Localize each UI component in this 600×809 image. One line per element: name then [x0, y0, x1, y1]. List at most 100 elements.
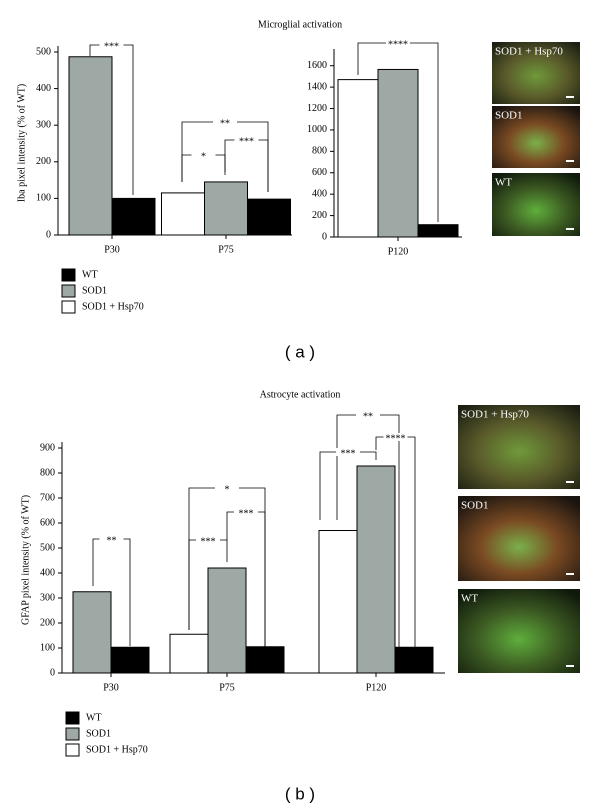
legend-swatch — [61, 284, 76, 298]
annotation-bg — [213, 118, 237, 126]
bar — [318, 530, 358, 674]
bar — [204, 181, 248, 236]
y-tick-label: 500 — [40, 542, 55, 553]
significance-label: ** — [220, 118, 230, 129]
significance-label: ** — [107, 535, 117, 546]
bar — [110, 646, 150, 674]
significance-label: *** — [239, 136, 254, 147]
x-tick-label: P120 — [388, 246, 409, 257]
annotation-bg — [215, 484, 239, 492]
y-tick-label: 1600 — [307, 60, 327, 71]
bar — [161, 192, 205, 236]
bar — [169, 633, 209, 674]
bar — [377, 68, 419, 238]
legend-swatch — [61, 300, 76, 314]
annotation-bg — [336, 448, 360, 456]
significance-label: *** — [104, 41, 119, 52]
annotation-bg — [99, 535, 124, 543]
y-tick-label: 900 — [40, 442, 55, 453]
significance-label: *** — [201, 536, 216, 547]
y-tick-label: 400 — [40, 567, 55, 578]
annotation-bg — [386, 39, 410, 47]
y-tick-label: 0 — [322, 231, 327, 242]
x-tick-label: P120 — [366, 682, 387, 693]
bar — [417, 224, 459, 238]
bar — [72, 591, 112, 674]
legend-swatch — [65, 727, 80, 741]
significance-label: * — [201, 151, 206, 162]
x-tick-label: P30 — [103, 682, 119, 693]
y-tick-label: 800 — [40, 467, 55, 478]
significance-label: **** — [388, 39, 408, 50]
micrograph — [458, 589, 580, 673]
bar — [111, 197, 156, 236]
y-tick-label: 400 — [36, 83, 51, 94]
y-tick-label: 600 — [40, 517, 55, 528]
scale-bar — [566, 228, 574, 230]
chart-title: Astrocyte activation — [260, 389, 341, 400]
scale-bar — [566, 573, 574, 575]
y-tick-label: 400 — [312, 188, 327, 199]
y-tick-label: 700 — [40, 492, 55, 503]
legend-label: WT — [86, 712, 102, 723]
legend-label: SOD1 — [86, 728, 111, 739]
legend-label: SOD1 — [82, 285, 107, 296]
legend-label: SOD1 + Hsp70 — [86, 744, 148, 755]
micrograph — [492, 106, 580, 168]
bar — [68, 56, 113, 236]
y-tick-label: 300 — [36, 119, 51, 130]
y-tick-label: 100 — [36, 193, 51, 204]
legend-label: SOD1 + Hsp70 — [82, 301, 144, 312]
y-tick-label: 1200 — [307, 103, 327, 114]
y-tick-label: 200 — [40, 617, 55, 628]
scale-bar — [566, 96, 574, 98]
micrograph — [458, 405, 580, 489]
annotation-bg — [234, 508, 258, 516]
annotation-bg — [191, 151, 216, 159]
significance-label: **** — [386, 433, 406, 444]
x-tick-label: P30 — [104, 244, 120, 255]
legend-label: WT — [82, 269, 98, 280]
legend-swatch — [65, 743, 80, 757]
y-tick-label: 300 — [40, 592, 55, 603]
significance-label: *** — [239, 508, 254, 519]
y-tick-label: 200 — [36, 156, 51, 167]
scale-bar — [566, 481, 574, 483]
y-tick-label: 1400 — [307, 81, 327, 92]
legend-swatch — [65, 711, 80, 725]
bar — [356, 465, 396, 674]
bar — [247, 198, 291, 236]
y-tick-label: 600 — [312, 167, 327, 178]
micrograph-label: WT — [461, 593, 478, 605]
x-tick-label: P75 — [219, 682, 235, 693]
legend-swatch — [61, 268, 76, 282]
y-tick-label: 200 — [312, 210, 327, 221]
significance-label: * — [225, 484, 230, 495]
micrograph — [492, 42, 580, 104]
micrograph-label: SOD1 + Hsp70 — [495, 46, 563, 58]
scale-bar — [566, 665, 574, 667]
micrograph-label: SOD1 + Hsp70 — [461, 409, 529, 421]
significance-label: ** — [363, 411, 373, 422]
chart-title: Microglial activation — [258, 19, 342, 30]
bar — [394, 646, 434, 674]
y-tick-label: 500 — [36, 46, 51, 57]
y-tick-label: 100 — [40, 642, 55, 653]
micrograph-label: SOD1 — [461, 500, 489, 512]
annotation-bg — [383, 433, 408, 441]
annotation-bg — [196, 536, 220, 544]
micrograph-label: SOD1 — [495, 110, 523, 122]
significance-label: *** — [341, 448, 356, 459]
y-tick-label: 800 — [312, 146, 327, 157]
micrograph — [492, 173, 580, 236]
annotation-bg — [356, 411, 380, 419]
annotation-bg — [99, 41, 124, 49]
annotation-bg — [234, 136, 259, 144]
y-tick-label: 0 — [50, 667, 55, 678]
micrograph — [458, 496, 580, 581]
bar — [337, 79, 379, 238]
y-tick-label: 0 — [46, 229, 51, 240]
panel-label: ( b ) — [285, 784, 315, 803]
